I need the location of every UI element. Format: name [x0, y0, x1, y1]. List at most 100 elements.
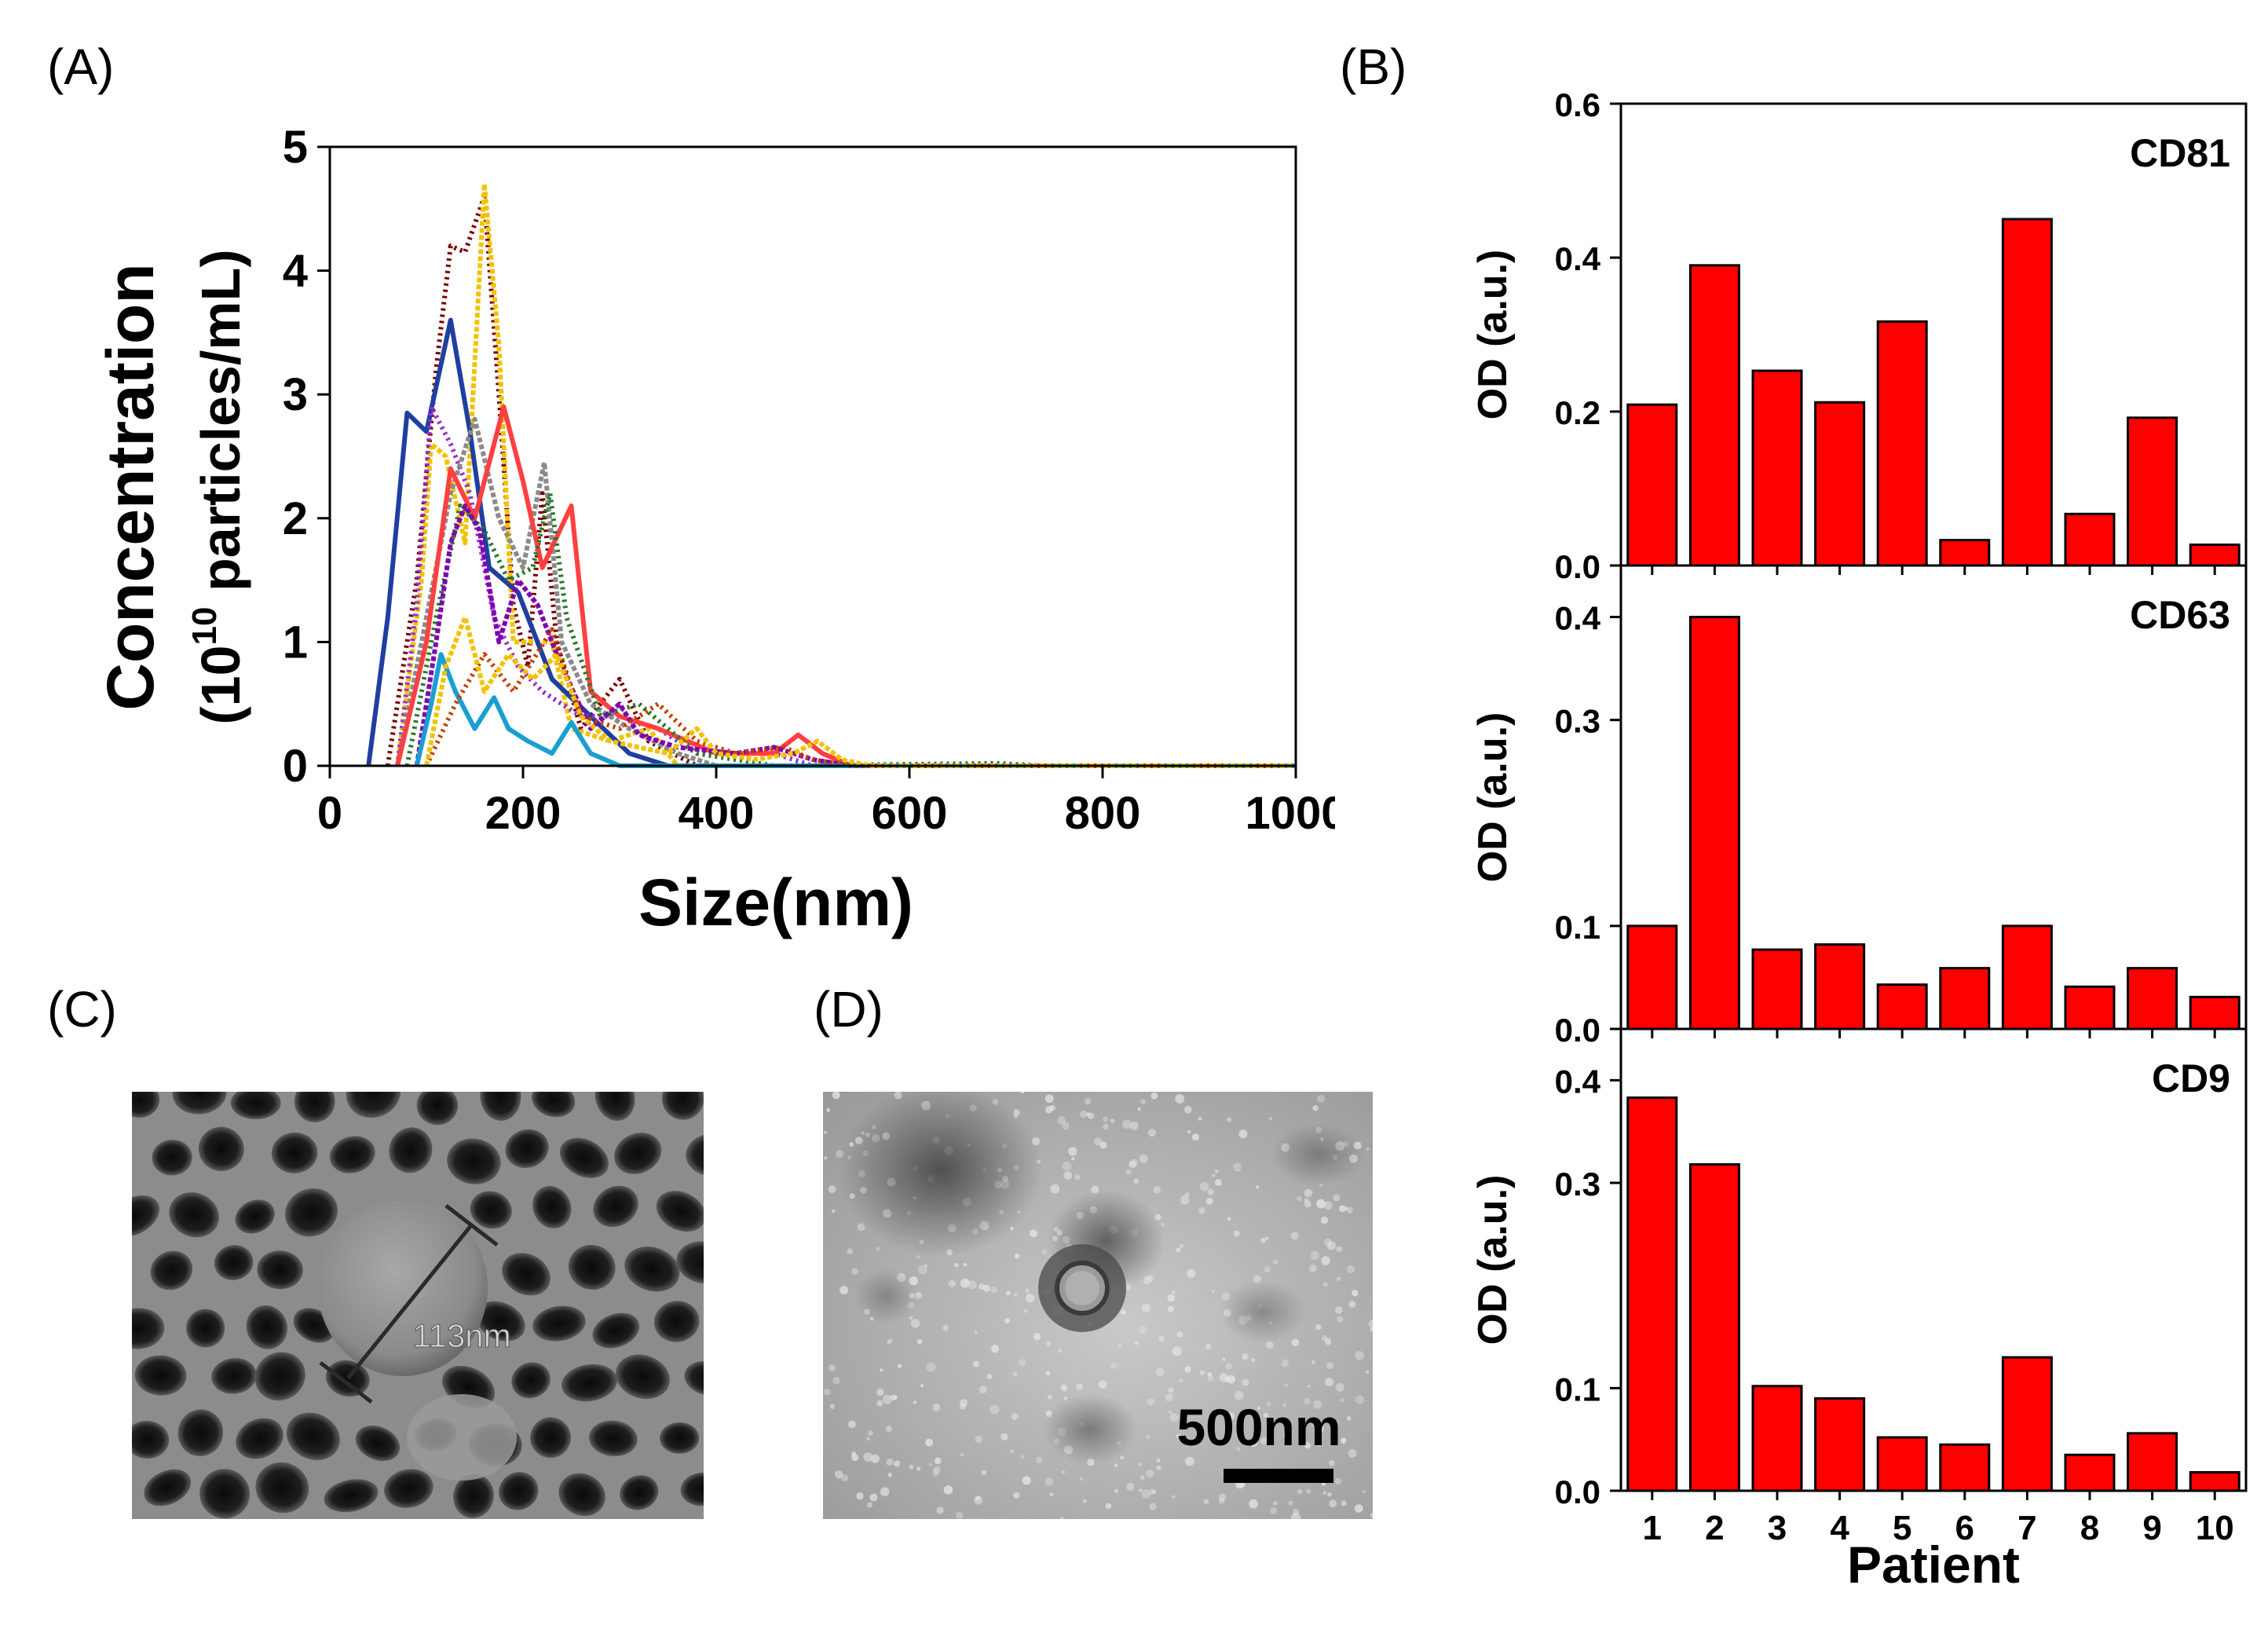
sem-pore: [389, 1127, 433, 1173]
tem-speckle: [1304, 1188, 1313, 1198]
bar-cd63-patient-7: [2001, 924, 2053, 1030]
tem-speckle: [960, 1399, 968, 1408]
tem-speckle: [1348, 1448, 1357, 1458]
tem-speckle: [880, 1487, 890, 1496]
tem-speckle: [1068, 1147, 1077, 1156]
a-series-s11: [424, 614, 1296, 768]
tem-speckle: [823, 1156, 828, 1160]
tem-speckle: [1049, 1492, 1054, 1497]
tem-speckle: [1346, 1415, 1352, 1421]
tem-speckle: [1322, 1282, 1328, 1287]
tem-speckle: [1082, 1499, 1087, 1503]
tem-speckle: [1057, 1116, 1066, 1125]
tem-speckle: [928, 1462, 933, 1467]
tem-speckle: [1325, 1378, 1334, 1387]
sem-pore: [416, 1092, 459, 1126]
tem-speckle: [856, 1492, 864, 1500]
bar-cd63-patient-6: [1939, 967, 1991, 1030]
tem-speckle: [948, 1279, 956, 1287]
tem-speckle: [954, 1262, 959, 1268]
a-ytick-label: 0: [283, 741, 308, 792]
tem-speckle: [1234, 1390, 1244, 1400]
sem-pore: [286, 1412, 340, 1461]
tem-speckle: [1199, 1370, 1205, 1375]
sem-pore: [594, 1092, 635, 1122]
tem-speckle: [909, 1316, 913, 1320]
bar-cd81-patient-1: [1626, 403, 1678, 567]
tem-speckle: [1149, 1503, 1157, 1510]
tem-speckle: [1141, 1489, 1151, 1499]
bar-cd63-patient-10: [2189, 995, 2241, 1030]
tem-speckle: [973, 1360, 980, 1367]
tem-speckle: [926, 1362, 936, 1372]
tem-speckle: [1020, 1455, 1025, 1459]
tem-speckle: [1288, 1500, 1293, 1506]
tem-speckle: [1317, 1094, 1326, 1103]
bar-cd81-patient-10: [2189, 544, 2241, 567]
a-ylabel-line2: (1010 particles/mL): [185, 249, 251, 724]
tem-speckle: [1184, 1366, 1191, 1373]
tem-speckle: [1050, 1184, 1060, 1194]
sem-pore: [568, 1244, 616, 1290]
tem-speckle: [1129, 1122, 1139, 1130]
sem-pore: [255, 1462, 309, 1514]
tem-speckle: [1129, 1160, 1136, 1169]
tem-speckle: [1103, 1116, 1108, 1122]
tem-speckle: [1227, 1217, 1231, 1221]
b-marker-label: CD9: [2152, 1056, 2230, 1100]
tem-speckle: [1341, 1500, 1347, 1506]
tem-speckle: [1242, 1378, 1249, 1386]
tem-speckle: [1133, 1178, 1139, 1184]
tem-speckle: [1242, 1353, 1249, 1360]
tem-speckle: [1134, 1341, 1139, 1345]
tem-speckle: [1080, 1111, 1088, 1118]
tem-speckle: [1335, 1382, 1344, 1392]
tem-speckle: [1062, 1386, 1067, 1392]
tem-speckle: [1014, 1253, 1020, 1259]
sem-pore: [559, 1137, 609, 1178]
a-series-s10: [424, 627, 1296, 768]
sem-pore: [186, 1309, 225, 1348]
tem-speckle: [1074, 1173, 1081, 1181]
tem-speckle: [956, 1511, 964, 1519]
tem-speckle: [1044, 1094, 1054, 1104]
tem-speckle: [1311, 1422, 1315, 1427]
tem-speckle: [1114, 1488, 1119, 1493]
tem-speckle: [1156, 1458, 1161, 1462]
tem-speckle: [1268, 1116, 1273, 1121]
tem-speckle: [1256, 1185, 1260, 1189]
tem-speckle: [826, 1107, 831, 1112]
sem-pore: [132, 1420, 170, 1459]
a-xlabel: Size(nm): [638, 866, 913, 939]
tem-speckle: [1335, 1306, 1343, 1314]
panel-label-c: (C): [47, 981, 117, 1038]
tem-speckle: [1315, 1324, 1322, 1331]
tem-speckle: [1282, 1404, 1286, 1408]
tem-speckle: [886, 1458, 894, 1466]
tem-speckle: [1232, 1162, 1242, 1172]
b-xtick-label: 4: [1830, 1509, 1849, 1547]
bar-cd81-patient-9: [2127, 416, 2178, 567]
a-series-s7: [404, 491, 1296, 768]
tem-speckle: [1079, 1477, 1083, 1481]
sem-pore: [532, 1305, 586, 1342]
panel-label-d: (D): [814, 981, 883, 1038]
sem-pore: [235, 1199, 275, 1234]
bar-cd63-patient-2: [1688, 616, 1740, 1030]
tem-speckle: [1291, 1338, 1300, 1347]
tem-speckle: [1263, 1412, 1269, 1418]
bar-cd9-patient-6: [1939, 1443, 1991, 1492]
tem-speckle: [1146, 1470, 1154, 1478]
a-xtick-label: 600: [872, 788, 948, 839]
b-xtick-label: 8: [2080, 1509, 2099, 1547]
tem-speckle: [1304, 1397, 1311, 1405]
tem-speckle: [1000, 1433, 1008, 1441]
tem-speckle: [1139, 1326, 1147, 1334]
tem-speckle: [1057, 1348, 1063, 1353]
b-ylabel: OD (a.u.): [1476, 1175, 1516, 1345]
bar-cd81-patient-8: [2064, 512, 2116, 567]
sem-pore: [656, 1191, 704, 1232]
tem-speckle: [1141, 1303, 1150, 1312]
tem-speckle: [1324, 1238, 1332, 1246]
sem-pore: [532, 1092, 576, 1118]
